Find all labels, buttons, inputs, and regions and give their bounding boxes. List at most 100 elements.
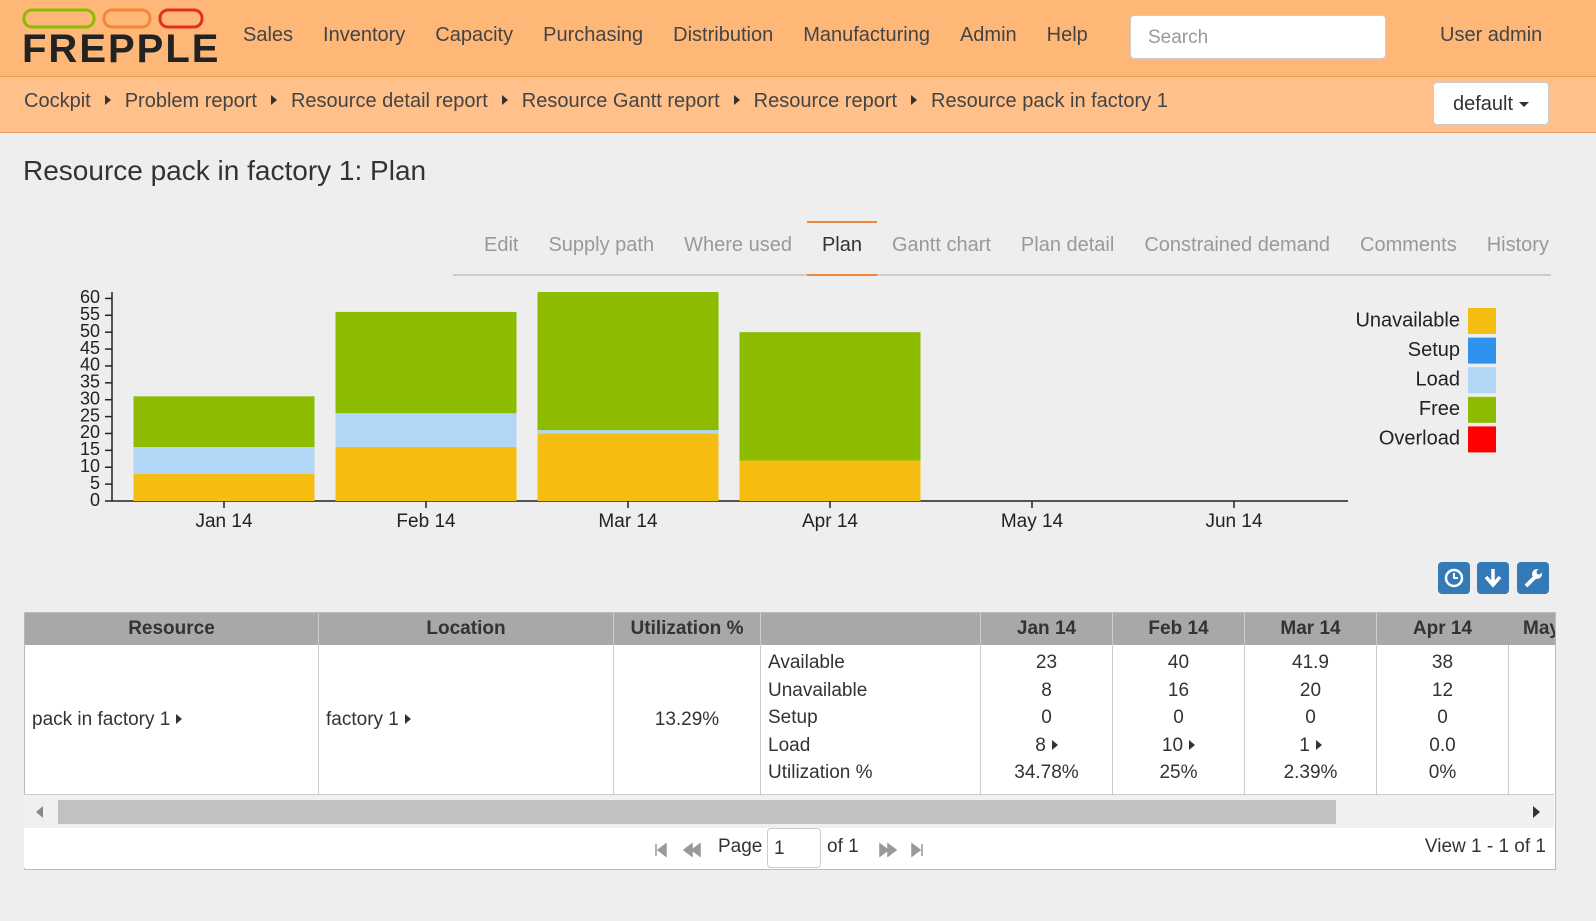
y-tick-label: 25 [80, 405, 100, 425]
logo[interactable]: FREPPLE [22, 8, 218, 70]
y-tick-label: 10 [80, 456, 100, 476]
nav-item[interactable]: Capacity [435, 24, 514, 46]
x-tick-label: Jan 14 [195, 511, 252, 532]
bar-segment [739, 332, 921, 461]
x-tick-label: May 14 [1001, 511, 1064, 532]
value-cell: 34.78% [1014, 762, 1079, 783]
column-header[interactable]: Feb 14 [1113, 613, 1245, 645]
value-cell: 0 [1437, 707, 1448, 728]
column-header[interactable]: May 14 [1508, 613, 1555, 645]
bar-segment [537, 292, 719, 431]
legend-swatch [1468, 367, 1496, 394]
tab[interactable]: Plan detail [1020, 234, 1115, 256]
location-name[interactable]: factory 1 [319, 706, 613, 733]
search-box[interactable]: Search [1130, 15, 1386, 59]
nav-item[interactable]: Help [1046, 24, 1088, 46]
value-cell: 20 [1299, 679, 1322, 701]
nav-item[interactable]: Manufacturing [803, 24, 930, 46]
column-header[interactable]: Resource [25, 613, 319, 645]
nav-item[interactable]: Purchasing [543, 24, 644, 46]
breadcrumb[interactable]: Resource Gantt report [522, 90, 740, 113]
value-cell: 8 [1041, 679, 1052, 701]
column-header[interactable]: Utilization % [614, 613, 761, 645]
value-cell[interactable]: 1 [1245, 732, 1376, 759]
column-header[interactable]: Apr 14 [1377, 613, 1509, 645]
cell: Available Unavailable Setup Load Utilization… [761, 645, 981, 795]
bar-segment [335, 311, 517, 414]
column-header[interactable]: Mar 14 [1245, 613, 1377, 645]
legend-label: Setup [1408, 339, 1460, 361]
nav-item[interactable]: Sales [243, 24, 294, 46]
page-of: of 1 [827, 836, 859, 857]
tab[interactable]: Supply path [548, 234, 655, 256]
user-menu[interactable]: User admin [1440, 24, 1543, 46]
cell: 23 8 0 8 34.78% [981, 645, 1113, 795]
tab-line [453, 274, 1551, 276]
tab[interactable]: History [1486, 234, 1549, 256]
value-cell: 0 [1305, 707, 1316, 728]
row-label: Setup [768, 707, 818, 728]
value-cell: 25% [1159, 762, 1198, 783]
column-header[interactable]: Jan 14 [981, 613, 1113, 645]
legend-label: Unavailable [1355, 309, 1460, 331]
pager-next-last[interactable] [878, 840, 928, 860]
breadcrumb[interactable]: Resource detail report [291, 90, 508, 113]
breadcrumb[interactable]: Resource pack in factory 1 [931, 90, 1168, 112]
cell: 40 16 0 10 25% [1113, 645, 1245, 795]
value-cell: 23 [1035, 652, 1058, 673]
x-tick-label: Jun 14 [1205, 511, 1262, 532]
breadcrumbs: Cockpit Problem report Resource detail rep… [24, 90, 1182, 113]
column-header[interactable]: Location [319, 613, 614, 645]
tab[interactable]: Edit [484, 234, 519, 256]
tab[interactable]: Comments [1360, 234, 1457, 256]
pager-first-prev[interactable] [652, 840, 732, 860]
download-button[interactable] [1477, 562, 1509, 594]
y-tick-label: 30 [80, 388, 100, 408]
bar-segment [537, 433, 719, 501]
value-cell[interactable]: 8 [981, 732, 1112, 759]
legend-swatch [1468, 396, 1496, 423]
column-header [761, 613, 981, 645]
bar-segment [537, 430, 719, 434]
legend-label: Overload [1379, 428, 1460, 450]
breadcrumb[interactable]: Cockpit [24, 90, 111, 113]
nav-item[interactable]: Distribution [673, 24, 774, 46]
scenario-select[interactable]: default [1433, 82, 1549, 125]
value-cell: 40 [1167, 652, 1190, 673]
tab[interactable]: Constrained demand [1144, 234, 1331, 256]
value-cell: 0.0 [1429, 734, 1456, 756]
y-tick-label: 45 [80, 338, 100, 358]
tab[interactable]: Plan [806, 221, 877, 276]
scroll-thumb[interactable] [58, 800, 1336, 824]
value-cell: 16 [1167, 679, 1190, 701]
resource-name[interactable]: pack in factory 1 [25, 706, 318, 733]
settings-button[interactable] [1517, 562, 1549, 594]
page-label: Page [718, 836, 763, 857]
breadcrumb[interactable]: Resource report [754, 90, 917, 113]
breadcrumb[interactable]: Problem report [125, 90, 277, 113]
row-label: Unavailable [768, 679, 868, 701]
value-cell: 0 [1041, 707, 1052, 728]
time-button[interactable] [1438, 562, 1470, 594]
page-title: Resource pack in factory 1: Plan [23, 155, 427, 186]
value-cell: 0 [1173, 707, 1184, 728]
tab[interactable]: Gantt chart [891, 234, 991, 256]
legend-swatch [1468, 337, 1496, 364]
bar-segment [739, 460, 921, 501]
row-label: Utilization % [768, 762, 873, 783]
cell: 41.9 20 0 1 2.39% [1245, 645, 1377, 795]
y-tick-label: 20 [80, 422, 100, 442]
tab[interactable]: Where used [684, 234, 792, 256]
y-tick-label: 55 [80, 304, 100, 324]
y-tick-label: 60 [80, 287, 100, 307]
nav-item[interactable]: Admin [959, 24, 1017, 46]
row-label: Load [768, 734, 811, 756]
nav-menu: Sales Inventory Capacity Purchasing Distribu… [243, 24, 1088, 47]
value-cell[interactable]: 10 [1113, 732, 1244, 759]
nav-item[interactable]: Inventory [323, 24, 406, 46]
value-cell: 41.9 [1292, 652, 1329, 673]
y-tick-label: 40 [80, 355, 100, 375]
page-input[interactable]: 1 [767, 828, 821, 868]
bar-segment [133, 396, 315, 447]
